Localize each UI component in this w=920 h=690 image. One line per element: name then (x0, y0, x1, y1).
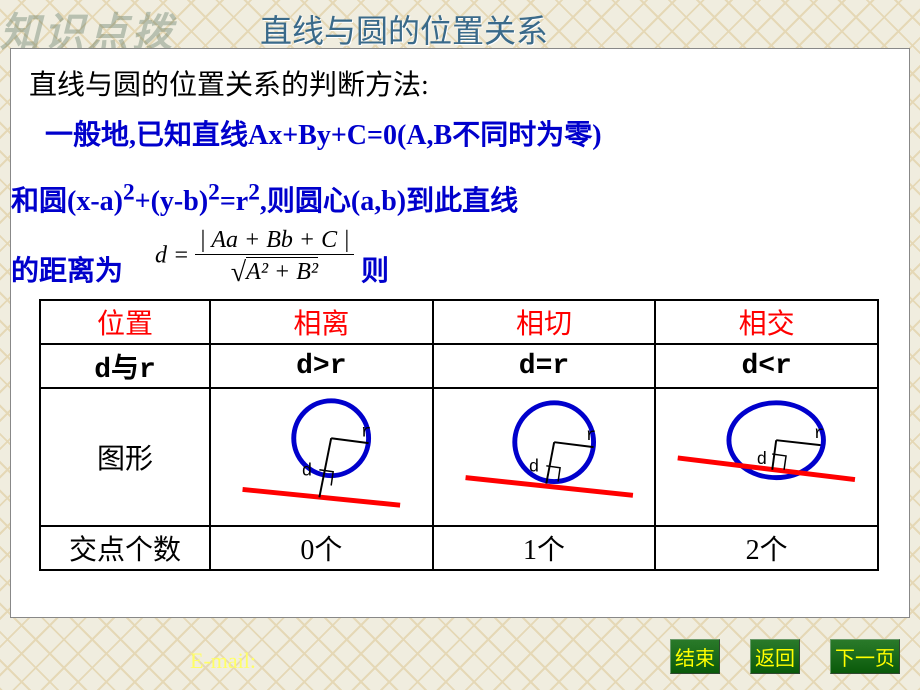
th-position: 位置 (40, 300, 210, 344)
fig-separate: r d (210, 388, 433, 526)
table-dr-row: d与r d>r d=r d<r (40, 344, 878, 388)
formula-lhs: d = (155, 243, 189, 269)
svg-text:d: d (302, 462, 313, 482)
text-line-4: 的距离为 (11, 249, 123, 289)
email-label: E-mail: (190, 648, 256, 674)
diagram-tangent: r d (434, 389, 655, 517)
diagram-separate: r d (211, 389, 432, 517)
pts-1: 1个 (433, 526, 656, 570)
fig-intersect: r d (655, 388, 878, 526)
dr-lt: d<r (655, 344, 878, 388)
table-header-row: 位置 相离 相切 相交 (40, 300, 878, 344)
text-ze: 则 (361, 249, 389, 289)
formula-num: | Aa + Bb + C | (195, 227, 353, 255)
back-button[interactable]: 返回 (750, 639, 800, 674)
footer: E-mail: 结束 返回 下一页 (0, 640, 920, 680)
relation-table: 位置 相离 相切 相交 d与r d>r d=r d<r 图形 r d (39, 299, 879, 571)
dr-label: d与r (40, 344, 210, 388)
dr-eq: d=r (433, 344, 656, 388)
svg-text:r: r (814, 424, 825, 444)
pts-label: 交点个数 (40, 526, 210, 570)
text-line-2: 一般地,已知直线Ax+By+C=0(A,B不同时为零) (45, 113, 602, 153)
distance-formula: d = | Aa + Bb + C | √A² + B² (155, 227, 354, 287)
end-button[interactable]: 结束 (670, 639, 720, 674)
table-points-row: 交点个数 0个 1个 2个 (40, 526, 878, 570)
fig-tangent: r d (433, 388, 656, 526)
l3c: =r (220, 186, 248, 217)
l3d: ,则圆心(a,b)到此直线 (260, 186, 518, 217)
content-panel: 直线与圆的位置关系的判断方法: 一般地,已知直线Ax+By+C=0(A,B不同时… (10, 48, 910, 618)
l3a: 和圆(x-a) (11, 186, 123, 217)
svg-text:r: r (361, 422, 372, 442)
fig-label: 图形 (40, 388, 210, 526)
th-tangent: 相切 (433, 300, 656, 344)
diagram-intersect: r d (656, 389, 877, 517)
l3b: +(y-b) (135, 186, 209, 217)
svg-text:d: d (528, 458, 539, 478)
th-separate: 相离 (210, 300, 433, 344)
svg-text:d: d (757, 450, 768, 470)
pts-2: 2个 (655, 526, 878, 570)
th-intersect: 相交 (655, 300, 878, 344)
text-line-3: 和圆(x-a)2+(y-b)2=r2,则圆心(a,b)到此直线 (11, 179, 518, 219)
dr-gt: d>r (210, 344, 433, 388)
table-diagram-row: 图形 r d r (40, 388, 878, 526)
pts-0: 0个 (210, 526, 433, 570)
svg-text:r: r (585, 426, 596, 446)
next-button[interactable]: 下一页 (830, 639, 900, 674)
page-title: 直线与圆的位置关系 (260, 6, 548, 52)
formula-den: √A² + B² (195, 255, 353, 287)
heading-text: 直线与圆的位置关系的判断方法: (29, 63, 429, 103)
